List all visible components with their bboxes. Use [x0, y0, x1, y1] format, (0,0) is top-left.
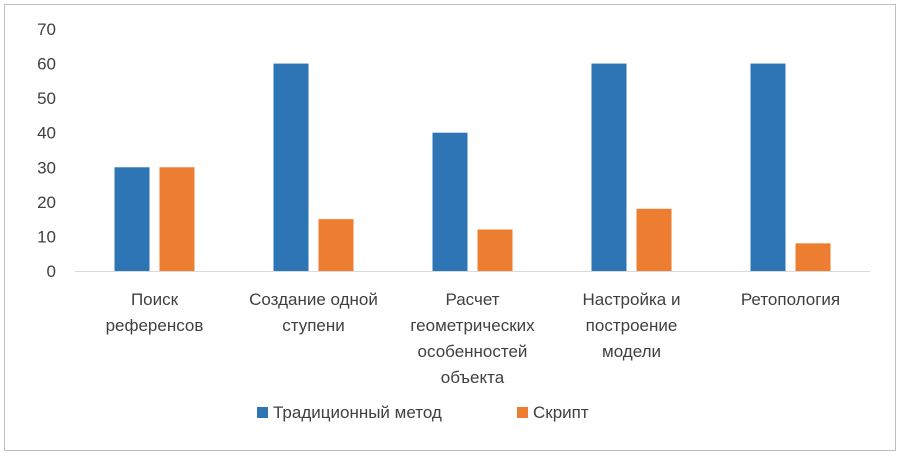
bar-traditional-1 [273, 63, 309, 272]
category-label: Поиск референсов [106, 290, 204, 335]
bar-script-3 [636, 208, 672, 271]
y-tick-label: 50 [37, 89, 56, 108]
y-tick-label: 20 [37, 193, 56, 212]
bars [114, 63, 831, 272]
y-tick-label: 40 [37, 124, 56, 143]
legend-label: Традиционный метод [273, 403, 442, 422]
legend-swatch [517, 407, 528, 418]
y-axis-ticks: 0 10 20 30 40 50 60 70 [37, 20, 56, 281]
bar-traditional-2 [432, 132, 468, 271]
legend-swatch [257, 407, 268, 418]
y-tick-label: 10 [37, 227, 56, 246]
legend: Традиционный метод Скрипт [257, 403, 589, 422]
y-tick-label: 0 [47, 262, 56, 281]
category-label: Ретопология [741, 290, 840, 309]
category-label: Настройка и построение модели [583, 290, 681, 361]
y-tick-label: 60 [37, 55, 56, 74]
bar-traditional-3 [591, 63, 627, 272]
bar-script-2 [477, 229, 513, 271]
bar-traditional-4 [750, 63, 786, 272]
bar-script-0 [159, 167, 195, 271]
bar-script-4 [795, 243, 831, 271]
bar-traditional-0 [114, 167, 150, 271]
y-tick-label: 70 [37, 20, 56, 39]
y-tick-label: 30 [37, 158, 56, 177]
bar-script-1 [318, 219, 354, 271]
category-label: Расчет геометрических особенностей объекта [410, 290, 535, 387]
category-label: Создание одной ступени [249, 290, 378, 335]
legend-label: Скрипт [533, 403, 589, 422]
x-axis-categories: Поиск референсов Создание одной ступени Расч… [106, 290, 841, 387]
